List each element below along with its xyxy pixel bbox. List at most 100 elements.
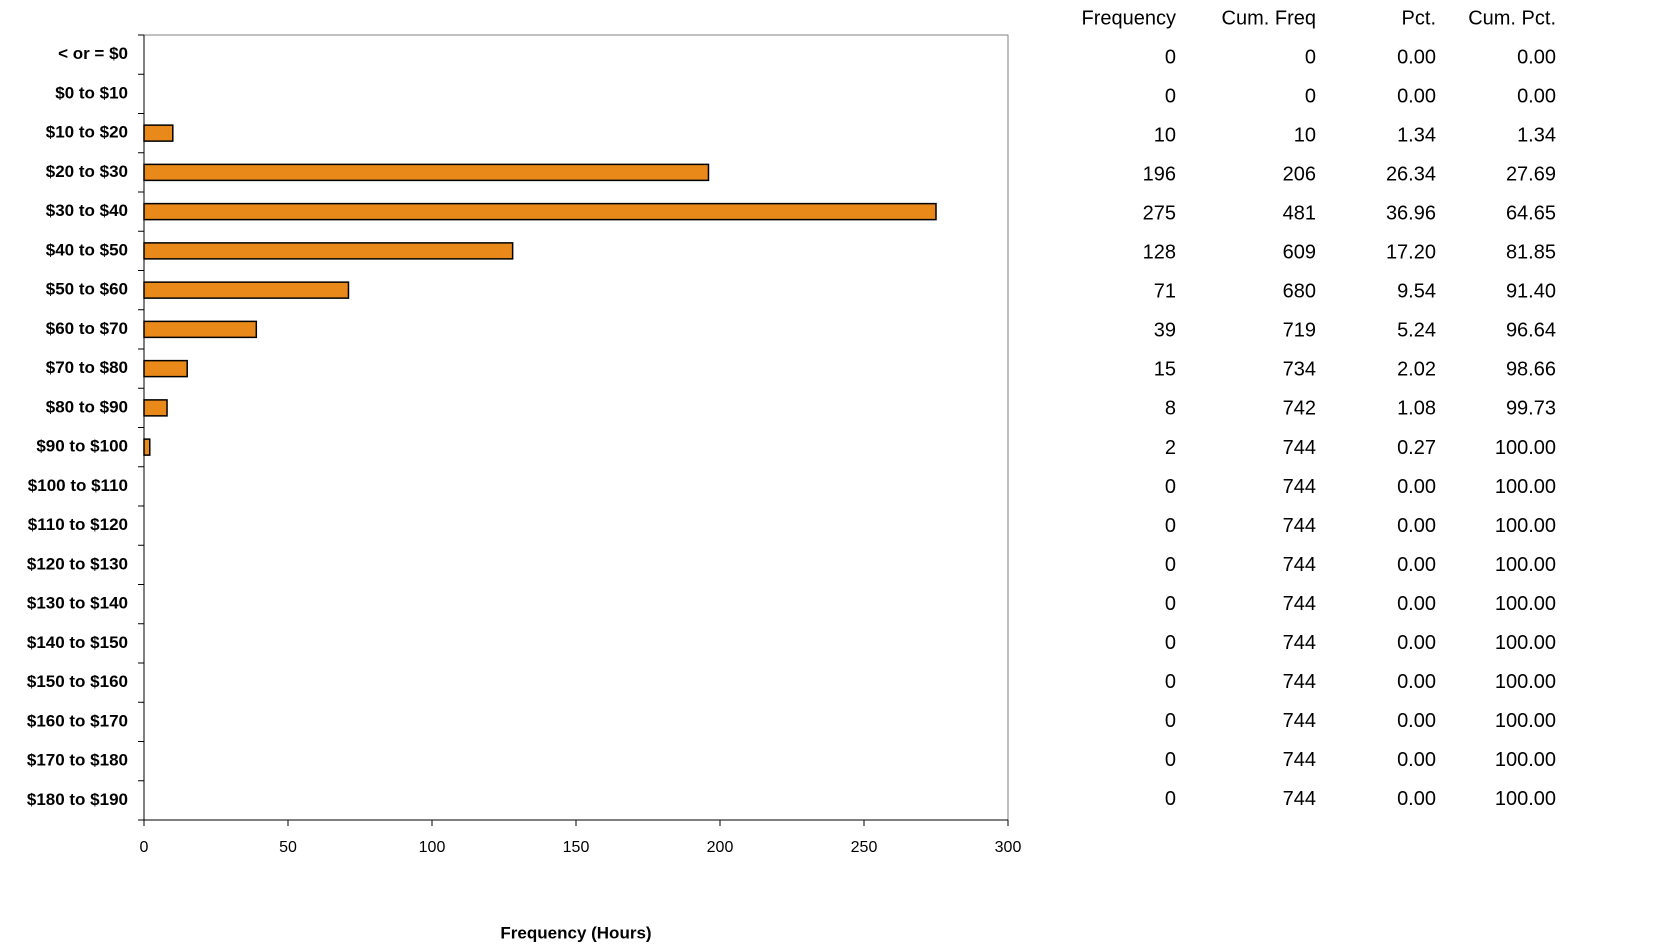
table-cell: 100.00 (1495, 554, 1556, 576)
bar (143, 242, 514, 260)
table-cell: 744 (1283, 749, 1316, 771)
table-cell: 98.66 (1506, 359, 1556, 381)
table-cell: 0 (1165, 515, 1176, 537)
table-cell: 36.96 (1386, 202, 1436, 224)
plot-area (143, 34, 1009, 821)
table-cell: 196 (1143, 163, 1176, 185)
y-tick-label: $80 to $90 (46, 397, 128, 416)
table-header: Cum. Freq (1222, 7, 1316, 29)
table-cell: 0.00 (1397, 515, 1436, 537)
table-cell: 0 (1165, 632, 1176, 654)
table-cell: 81.85 (1506, 242, 1556, 264)
table-cell: 27.69 (1506, 163, 1556, 185)
table-cell: 0 (1165, 749, 1176, 771)
table-cell: 99.73 (1506, 398, 1556, 420)
x-tick-label: 100 (419, 839, 446, 856)
table-cell: 0 (1165, 46, 1176, 68)
y-tick-label: $70 to $80 (46, 358, 128, 377)
bar (143, 163, 710, 182)
y-tick-label: $160 to $170 (27, 711, 128, 730)
table-cell: 15 (1154, 359, 1176, 381)
table-header: Pct. (1402, 7, 1436, 29)
table-cell: 744 (1283, 632, 1316, 654)
table-cell: 206 (1283, 163, 1316, 185)
table-cell: 128 (1143, 242, 1176, 264)
table-cell: 0.00 (1397, 593, 1436, 615)
table-cell: 0 (1165, 593, 1176, 615)
table-cell: 17.20 (1386, 242, 1436, 264)
table-cell: 0.00 (1517, 46, 1556, 68)
table-cell: 744 (1283, 788, 1316, 810)
y-tick-label: $0 to $10 (55, 83, 128, 102)
table-cell: 2 (1165, 437, 1176, 459)
bar (143, 320, 258, 339)
table-cell: 64.65 (1506, 202, 1556, 224)
table-cell: 100.00 (1495, 515, 1556, 537)
y-tick-label: $170 to $180 (27, 751, 128, 770)
table-cell: 0 (1165, 554, 1176, 576)
table-cell: 0 (1165, 710, 1176, 732)
table-cell: 609 (1283, 242, 1316, 264)
table-cell: 734 (1283, 359, 1316, 381)
table-cell: 10 (1294, 124, 1316, 146)
table-cell: 1.08 (1397, 398, 1436, 420)
table-cell: 0 (1165, 476, 1176, 498)
y-tick-label: $180 to $190 (27, 790, 128, 809)
x-axis-label: Frequency (Hours) (500, 923, 651, 942)
y-tick-label: < or = $0 (58, 44, 128, 63)
y-tick-label: $40 to $50 (46, 240, 128, 259)
table-cell: 0 (1165, 85, 1176, 107)
table-header: Cum. Pct. (1468, 7, 1556, 29)
table-cell: 0.00 (1517, 85, 1556, 107)
table-cell: 100.00 (1495, 749, 1556, 771)
table-cell: 744 (1283, 593, 1316, 615)
y-tick-label: $90 to $100 (36, 437, 128, 456)
table-cell: 10 (1154, 124, 1176, 146)
table-cell: 100.00 (1495, 437, 1556, 459)
x-tick-label: 200 (707, 839, 734, 856)
table-cell: 9.54 (1397, 281, 1436, 303)
table-cell: 680 (1283, 281, 1316, 303)
table-cell: 744 (1283, 476, 1316, 498)
bar (143, 359, 188, 378)
x-tick-label: 300 (995, 839, 1022, 856)
table-cell: 39 (1154, 320, 1176, 342)
table-cell: 5.24 (1397, 320, 1436, 342)
table-cell: 0 (1165, 671, 1176, 693)
table-cell: 0.00 (1397, 46, 1436, 68)
x-tick-label: 250 (851, 839, 878, 856)
bar (143, 124, 174, 142)
y-tick-label: $130 to $140 (27, 594, 128, 613)
x-tick-label: 50 (279, 839, 297, 856)
table-cell: 744 (1283, 710, 1316, 732)
table-cell: 0.27 (1397, 437, 1436, 459)
y-tick-label: $60 to $70 (46, 319, 128, 338)
table-cell: 744 (1283, 437, 1316, 459)
x-tick-label: 0 (140, 839, 149, 856)
table-cell: 0.00 (1397, 788, 1436, 810)
y-tick-label: $50 to $60 (46, 280, 128, 299)
table-cell: 0.00 (1397, 710, 1436, 732)
table-cell: 71 (1154, 281, 1176, 303)
table-cell: 0.00 (1397, 632, 1436, 654)
table-cell: 742 (1283, 398, 1316, 420)
y-tick-label: $110 to $120 (28, 515, 128, 534)
table-cell: 26.34 (1386, 163, 1436, 185)
table-cell: 2.02 (1397, 359, 1436, 381)
table-cell: 100.00 (1495, 632, 1556, 654)
table-cell: 8 (1165, 398, 1176, 420)
table-header: Frequency (1082, 7, 1177, 29)
table-cell: 1.34 (1397, 124, 1436, 146)
table-cell: 0 (1305, 46, 1316, 68)
y-tick-label: $10 to $20 (46, 123, 128, 142)
y-tick-label: $140 to $150 (27, 633, 128, 652)
bar (143, 202, 937, 221)
bar (143, 438, 151, 456)
table-cell: 0 (1165, 788, 1176, 810)
table-cell: 744 (1283, 554, 1316, 576)
table-cell: 744 (1283, 671, 1316, 693)
bar (143, 281, 350, 299)
table-cell: 100.00 (1495, 671, 1556, 693)
